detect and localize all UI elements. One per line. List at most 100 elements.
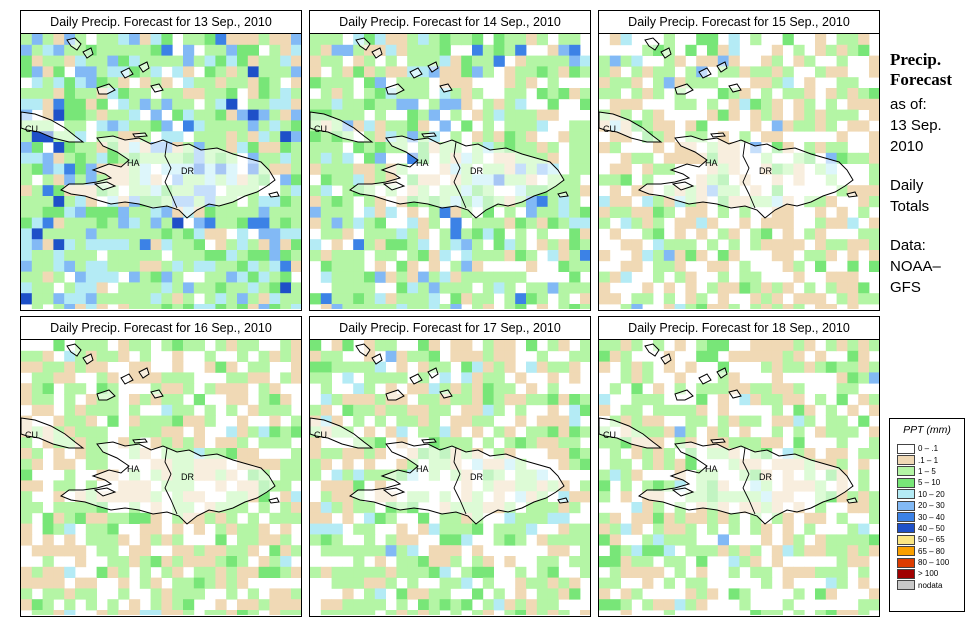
precip-cell: [739, 394, 751, 406]
precip-cell: [569, 304, 581, 309]
precip-cell: [739, 131, 751, 143]
precip-cell: [804, 98, 816, 110]
precip-cell: [580, 66, 590, 78]
precip-cell: [653, 534, 665, 546]
precip-cell: [472, 131, 484, 143]
precip-cell: [258, 404, 270, 416]
precip-cell: [536, 512, 548, 524]
precip-cell: [450, 437, 462, 449]
precip-cell: [320, 196, 332, 208]
precip-cell: [858, 120, 870, 132]
precip-cell: [118, 566, 130, 578]
precip-cell: [75, 260, 87, 272]
precip-cell: [385, 350, 397, 362]
precip-cell: [536, 120, 548, 132]
precip-cell: [353, 239, 365, 251]
precip-cell: [858, 491, 870, 503]
precip-cell: [504, 109, 516, 121]
sidebar-daily-line2: Totals: [890, 198, 930, 215]
precip-cell: [310, 350, 322, 362]
precip-cell: [247, 260, 259, 272]
precip-cell: [310, 469, 322, 481]
precip-cell: [869, 66, 879, 78]
precip-cell: [728, 66, 740, 78]
precip-cell: [150, 77, 162, 89]
precip-cell: [771, 239, 783, 251]
precip-cell: [558, 260, 570, 272]
precip-cell: [461, 394, 473, 406]
precip-cell: [461, 577, 473, 589]
precip-cell: [580, 152, 590, 164]
map-label-ha: HA: [127, 464, 140, 474]
precip-cell: [728, 350, 740, 362]
precip-cell: [804, 293, 816, 305]
precip-cell: [364, 426, 376, 438]
precip-cell: [331, 545, 343, 557]
precip-cell: [428, 250, 440, 262]
precip-cell: [580, 491, 590, 503]
precip-cell: [439, 55, 451, 67]
precip-cell: [858, 556, 870, 568]
precip-cell: [396, 545, 408, 557]
precip-cell: [183, 599, 195, 611]
precip-cell: [653, 383, 665, 395]
precip-cell: [493, 448, 505, 460]
precip-cell: [599, 217, 611, 229]
precip-cell: [653, 239, 665, 251]
precip-cell: [782, 599, 794, 611]
tortuga-island: [132, 438, 148, 444]
precip-cell: [374, 66, 386, 78]
precip-cell: [609, 350, 621, 362]
precip-cell: [450, 340, 462, 352]
precip-cell: [707, 383, 719, 395]
legend-label: 65 – 80: [918, 546, 945, 556]
precip-cell: [291, 282, 301, 294]
precip-cell: [342, 228, 354, 240]
precip-cell: [782, 577, 794, 589]
precip-cell: [504, 383, 516, 395]
precip-cell: [237, 502, 249, 514]
precip-cell: [461, 361, 473, 373]
hispaniola-coastline: [637, 441, 854, 525]
precip-cell: [526, 77, 538, 89]
precip-cell: [815, 34, 827, 46]
precip-cell: [580, 98, 590, 110]
precip-cell: [269, 260, 281, 272]
precip-cell: [258, 361, 270, 373]
precip-cell: [183, 55, 195, 67]
precip-cell: [64, 174, 76, 186]
precip-cell: [793, 361, 805, 373]
precip-cell: [193, 340, 205, 352]
precip-cell: [869, 361, 879, 373]
precip-cell: [580, 250, 590, 262]
precip-cell: [129, 372, 141, 384]
precip-cell: [782, 304, 794, 309]
precip-cell: [536, 556, 548, 568]
precip-cell: [793, 304, 805, 309]
precip-cell: [663, 426, 675, 438]
precip-cell: [385, 120, 397, 132]
precip-cell: [536, 217, 548, 229]
precip-cell: [75, 34, 87, 46]
precip-cell: [107, 415, 119, 427]
precip-cell: [364, 458, 376, 470]
precip-cell: [653, 260, 665, 272]
precip-cell: [847, 523, 859, 535]
precip-cell: [161, 404, 173, 416]
precip-cell: [269, 350, 281, 362]
precip-cell: [161, 206, 173, 218]
precip-cell: [118, 131, 130, 143]
precip-cell: [204, 44, 216, 56]
precip-cell: [515, 34, 527, 46]
precip-cell: [482, 44, 494, 56]
precip-cell: [237, 448, 249, 460]
precip-cell: [461, 250, 473, 262]
precip-cell: [204, 383, 216, 395]
precip-cell: [215, 77, 227, 89]
precip-cell: [374, 152, 386, 164]
precip-cell: [64, 293, 76, 305]
precip-cell: [526, 293, 538, 305]
precip-cell: [631, 588, 643, 600]
precip-cell: [547, 577, 559, 589]
